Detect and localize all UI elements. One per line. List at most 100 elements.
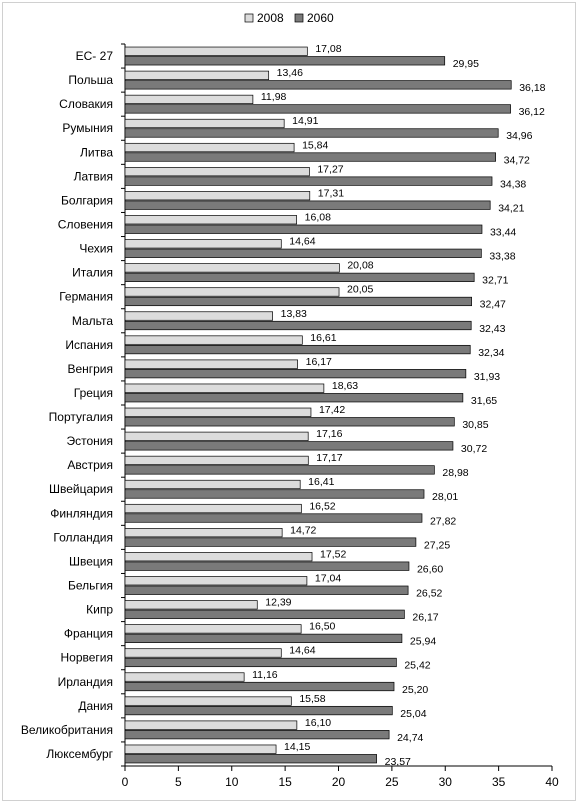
data-label-2060: 25,42 [404, 660, 430, 672]
data-label-2060: 34,96 [506, 130, 532, 142]
bar-2060 [124, 489, 425, 499]
data-label-2060: 28,01 [432, 491, 458, 503]
bar-2060 [124, 585, 409, 595]
category-label: Испания [65, 338, 113, 352]
legend-label-2060: 2060 [307, 11, 334, 25]
category-label: Норвегия [60, 651, 113, 665]
bar-2060 [124, 681, 395, 692]
bar-2060 [124, 152, 496, 162]
data-label-2008: 11,98 [261, 91, 287, 103]
data-label-2060: 33,38 [489, 251, 515, 263]
bar-2060 [124, 320, 472, 331]
bar-2008 [124, 528, 283, 538]
category-label: Голландия [53, 530, 113, 544]
x-tick-label: 20 [332, 775, 346, 789]
data-label-2008: 17,42 [319, 404, 345, 416]
bar-2060 [124, 344, 471, 355]
bar-2060 [124, 80, 512, 90]
bar-2008 [124, 383, 325, 393]
category-label: Чехия [79, 242, 113, 256]
category-label: Мальта [72, 314, 113, 328]
data-label-2008: 15,58 [299, 693, 325, 705]
bar-2060 [124, 561, 410, 571]
data-label-2008: 16,17 [306, 356, 332, 368]
category-label: Венгрия [67, 362, 113, 376]
data-label-2060: 31,93 [474, 371, 500, 383]
category-label: ЕС- 27 [76, 49, 114, 63]
bar-2008 [124, 479, 301, 490]
data-label-2060: 34,21 [498, 202, 524, 214]
bar-2060 [124, 56, 446, 66]
bar-2060 [124, 128, 499, 138]
data-label-2008: 14,91 [292, 115, 318, 127]
bar-2008 [124, 142, 295, 153]
data-label-2008: 20,05 [347, 284, 373, 296]
data-label-2008: 14,72 [290, 524, 316, 536]
data-label-2008: 17,27 [317, 163, 343, 175]
data-label-2008: 16,08 [305, 212, 331, 224]
data-label-2060: 26,52 [416, 588, 442, 600]
data-label-2008: 16,41 [308, 476, 334, 488]
bar-2060 [124, 248, 482, 258]
data-label-2008: 13,46 [277, 67, 303, 79]
data-label-2008: 11,16 [252, 669, 278, 681]
bar-2060 [124, 417, 455, 427]
data-label-2060: 36,18 [519, 82, 545, 94]
data-label-2060: 26,60 [417, 563, 443, 575]
bar-2060 [124, 224, 483, 234]
data-label-2060: 30,72 [461, 443, 487, 455]
data-label-2060: 32,34 [478, 347, 504, 359]
category-label: Румыния [62, 121, 113, 135]
bar-2008 [124, 648, 282, 658]
data-label-2060: 33,44 [490, 227, 516, 239]
data-label-2060: 32,47 [480, 299, 506, 311]
data-label-2060: 25,20 [402, 684, 428, 696]
bar-2060 [124, 296, 472, 307]
bar-2008 [124, 359, 298, 369]
category-label: Люксембург [46, 747, 113, 761]
legend-label-2008: 2008 [257, 11, 284, 25]
data-label-2008: 17,31 [318, 187, 344, 199]
bar-2008 [124, 94, 254, 105]
bar-2060 [124, 513, 423, 523]
bar-2060 [124, 754, 377, 764]
bar-2008 [124, 672, 245, 682]
category-label: Италия [72, 266, 113, 280]
x-tick-label: 0 [122, 775, 129, 789]
data-label-2060: 25,04 [400, 708, 426, 720]
data-label-2060: 25,94 [410, 636, 436, 648]
category-label: Латвия [74, 169, 113, 183]
data-label-2008: 17,52 [320, 548, 346, 560]
bar-2008 [124, 311, 273, 321]
data-label-2060: 30,85 [462, 419, 488, 431]
bar-2008 [124, 215, 298, 225]
data-label-2060: 34,72 [504, 154, 530, 166]
category-label: Кипр [86, 603, 113, 617]
bar-2008 [124, 118, 285, 129]
data-label-2060: 27,82 [430, 515, 456, 527]
bar-2008 [124, 263, 340, 273]
bar-2008 [124, 552, 313, 562]
data-label-2008: 16,50 [309, 621, 335, 633]
data-label-2008: 13,83 [281, 308, 307, 320]
x-tick-label: 30 [439, 775, 453, 789]
data-label-2060: 23,57 [385, 756, 411, 768]
category-label: Бельгия [68, 579, 113, 593]
data-label-2008: 20,08 [347, 260, 373, 272]
bar-2060 [124, 465, 435, 475]
bar-2008 [124, 576, 308, 586]
bar-2008 [124, 239, 282, 249]
data-label-2008: 14,15 [284, 741, 310, 753]
data-label-2060: 31,65 [471, 395, 497, 407]
category-label: Германия [59, 290, 113, 304]
data-label-2008: 16,10 [305, 717, 331, 729]
x-tick-label: 40 [545, 775, 559, 789]
category-label: Словакия [59, 97, 113, 111]
category-label: Португалия [49, 410, 113, 424]
data-label-2008: 16,52 [309, 500, 335, 512]
bar-2008 [124, 744, 277, 754]
data-label-2060: 32,71 [482, 275, 508, 287]
bar-2060 [124, 369, 467, 379]
bar-2060 [124, 657, 397, 668]
